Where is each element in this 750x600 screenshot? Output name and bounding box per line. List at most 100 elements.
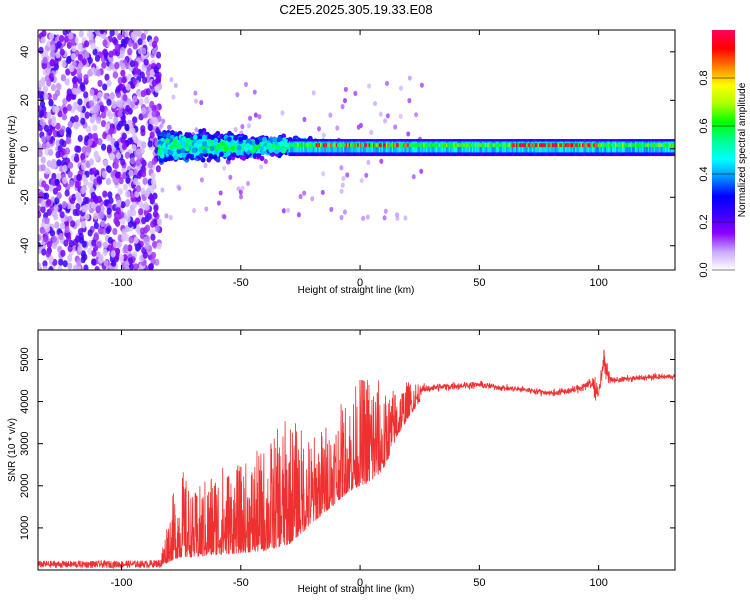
spectrogram-cell xyxy=(141,141,147,149)
spectrogram-cell xyxy=(411,174,416,180)
spectrogram-cell xyxy=(57,265,63,270)
spectrogram-cell xyxy=(342,98,347,104)
spectrogram-cell xyxy=(480,143,483,148)
spectrogram-cell xyxy=(348,143,351,148)
spectrogram-cell xyxy=(102,241,108,249)
spectrogram-cell xyxy=(50,83,57,92)
spectrogram-cell xyxy=(259,145,264,152)
spectrogram-cell xyxy=(382,215,387,221)
spectrogram-cell xyxy=(277,135,283,142)
spectrogram-cell xyxy=(94,266,100,270)
spectrogram-cell xyxy=(184,132,190,138)
spectrogram-cell xyxy=(573,143,576,148)
spectrogram-cell xyxy=(530,143,533,148)
spectrogram-cell xyxy=(119,211,125,219)
spectrogram-cell xyxy=(117,76,123,85)
spectrogram-cell xyxy=(626,143,629,148)
spectrogram-cell xyxy=(102,48,108,56)
spectrogram-cell xyxy=(181,152,187,158)
spectrogram-cell xyxy=(96,195,102,203)
spectrogram-cell xyxy=(314,143,317,148)
spectrogram-cell xyxy=(65,231,71,239)
spectrogram-cell xyxy=(467,143,470,148)
snr-x-ticks: -100 -50 0 50 100 xyxy=(110,330,608,589)
spectrogram-cell xyxy=(103,92,109,100)
spectrogram-cell xyxy=(342,143,346,148)
spectrogram-cell xyxy=(341,175,346,181)
spectrogram-cell xyxy=(360,143,363,148)
spectrogram-cell xyxy=(160,187,165,193)
spectrogram-cell xyxy=(111,259,117,267)
spectrogram-cell xyxy=(106,98,112,106)
spectrogram-cell xyxy=(411,143,414,148)
spectrogram-cell xyxy=(354,143,357,148)
spectrogram-cell xyxy=(533,143,536,148)
spectrogram-cell xyxy=(120,201,126,209)
spectrogram-cell xyxy=(385,143,389,148)
spectrogram-cell xyxy=(365,214,370,220)
spectrogram-cell xyxy=(95,116,102,124)
colorbar-ticks: 0.0 0.2 0.4 0.6 0.8 xyxy=(698,70,735,278)
spectrogram-cell xyxy=(198,128,203,134)
spectrogram-cell xyxy=(457,143,460,148)
spectrogram-cell xyxy=(125,176,131,184)
spectrogram-cell xyxy=(511,143,515,148)
spectrogram-cell xyxy=(241,155,247,161)
spectrogram-cell xyxy=(321,143,324,148)
spectrogram-cell xyxy=(41,135,47,143)
spectrogram-cell xyxy=(72,208,78,217)
spectrogram-cell xyxy=(67,262,73,270)
colorbar-tick-label: 0.0 xyxy=(698,262,710,277)
spectrogram-cell xyxy=(329,206,334,213)
spectrogram-y-label: Frequency (Hz) xyxy=(7,116,18,185)
x-tick-label: -100 xyxy=(110,277,132,289)
spectrogram-cell xyxy=(144,235,150,243)
spectrogram-cell xyxy=(309,143,313,148)
spectrogram-cell xyxy=(619,143,622,148)
spectrogram-cell xyxy=(68,240,75,248)
spectrogram-cell xyxy=(172,139,178,145)
spectrogram-cell xyxy=(48,184,54,192)
spectrogram-cell xyxy=(72,101,78,109)
spectrogram-cell xyxy=(48,266,54,270)
spectrogram-cell xyxy=(252,145,258,151)
spectrogram-cell xyxy=(129,101,136,109)
spectrogram-cell xyxy=(128,236,134,244)
spectrogram-cell xyxy=(640,143,643,148)
spectrogram-cell xyxy=(132,95,138,103)
spectrogram-cell xyxy=(419,82,424,88)
spectrogram-cell xyxy=(385,113,390,119)
spectrogram-cell xyxy=(114,62,120,70)
spectrogram-cell xyxy=(213,137,219,144)
spectrogram-cell xyxy=(43,235,49,243)
spectrogram-cell xyxy=(86,145,92,153)
spectrogram-cell xyxy=(305,143,308,148)
spectrogram-cell xyxy=(549,143,552,148)
spectrogram-cell xyxy=(507,143,510,148)
colorbar-label: Normalized spectral amplitude xyxy=(737,82,748,217)
spectrogram-cell xyxy=(169,77,174,83)
spectrogram-cell xyxy=(673,143,675,148)
spectrogram-cell xyxy=(38,246,42,254)
spectrogram-cell xyxy=(127,244,133,252)
spectrogram-cell xyxy=(637,143,640,148)
spectrogram-cell xyxy=(384,143,387,148)
spectrogram-cell xyxy=(591,143,595,148)
spectrogram-cell xyxy=(486,143,489,148)
y-tick-label: 40 xyxy=(19,46,31,58)
spectrogram-cell xyxy=(122,94,128,102)
spectrogram-cell xyxy=(82,253,88,261)
spectrogram-cell xyxy=(279,140,285,146)
spectrogram-cell xyxy=(253,112,258,118)
spectrogram-cell xyxy=(45,250,51,258)
spectrogram-cell xyxy=(433,143,436,148)
spectrogram-cell xyxy=(148,262,155,270)
spectrogram-cell xyxy=(476,143,479,148)
spectrogram-cell xyxy=(76,67,82,76)
spectrogram-cell xyxy=(192,207,197,214)
spectrogram-cell xyxy=(302,190,307,196)
spectrogram-cell xyxy=(134,67,140,75)
spectrogram-frame xyxy=(37,29,676,271)
spectrogram-cell xyxy=(286,207,291,213)
colorbar: 0.0 0.2 0.4 0.6 0.8 Normalized spectral ampl… xyxy=(698,30,748,278)
